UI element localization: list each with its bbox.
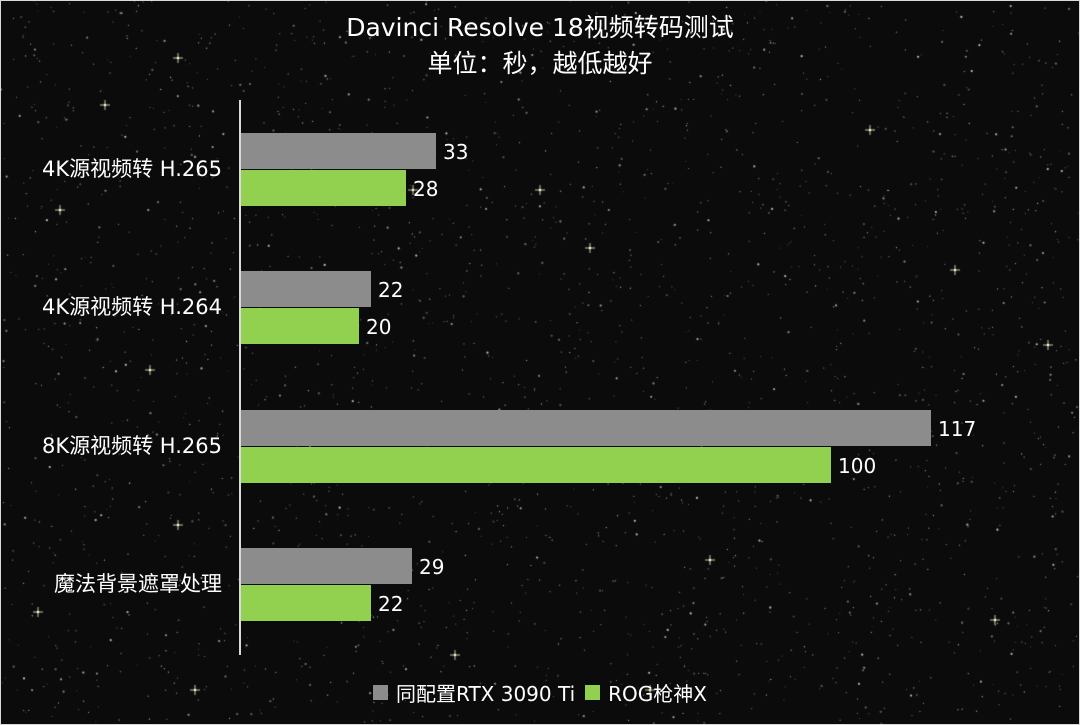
data-label: 28 bbox=[413, 177, 439, 201]
legend-label: ROG枪神X bbox=[608, 682, 707, 706]
legend-item-rtx3090ti[interactable]: 同配置RTX 3090 Ti bbox=[373, 678, 575, 707]
category-axis-line bbox=[239, 100, 241, 655]
category-label: 4K源视频转 H.264 bbox=[42, 295, 222, 319]
data-label: 33 bbox=[443, 140, 469, 164]
bar[interactable] bbox=[241, 271, 371, 307]
legend-swatch-green bbox=[585, 685, 601, 700]
category-label: 魔法背景遮罩处理 bbox=[54, 572, 222, 596]
bar[interactable] bbox=[241, 447, 831, 483]
bar[interactable] bbox=[241, 308, 359, 344]
legend-item-rog[interactable]: ROG枪神X bbox=[585, 678, 707, 707]
data-label: 22 bbox=[378, 592, 404, 616]
chart-title: Davinci Resolve 18视频转码测试 bbox=[346, 13, 734, 42]
legend-label: 同配置RTX 3090 Ti bbox=[396, 682, 576, 706]
data-label: 22 bbox=[378, 278, 404, 302]
chart-subtitle: 单位：秒，越低越好 bbox=[427, 49, 653, 78]
bar[interactable] bbox=[241, 133, 436, 169]
bar[interactable] bbox=[241, 548, 412, 584]
data-label: 100 bbox=[838, 454, 877, 478]
legend-swatch-gray bbox=[373, 685, 388, 700]
bar[interactable] bbox=[241, 585, 371, 621]
category-label: 4K源视频转 H.265 bbox=[42, 157, 222, 181]
data-label: 117 bbox=[938, 417, 977, 441]
data-label: 29 bbox=[419, 555, 445, 579]
legend: 同配置RTX 3090 Ti ROG枪神X bbox=[0, 678, 1080, 707]
data-label: 20 bbox=[366, 315, 392, 339]
category-label: 8K源视频转 H.265 bbox=[42, 434, 222, 458]
bar[interactable] bbox=[241, 170, 406, 206]
bar[interactable] bbox=[241, 410, 931, 446]
